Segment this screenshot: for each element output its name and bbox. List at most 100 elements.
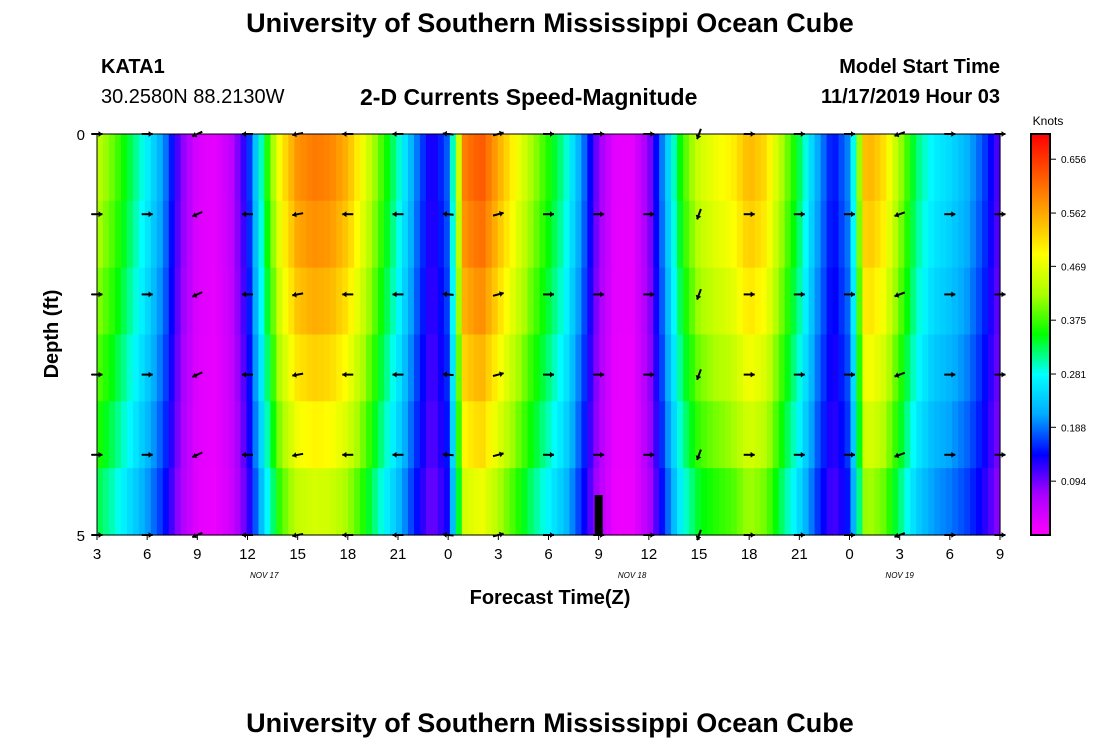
heatmap-cell [384, 401, 391, 469]
heatmap-cell [551, 334, 559, 402]
heatmap-cell [108, 401, 116, 469]
heatmap-cell [683, 267, 690, 336]
heatmap-cell [138, 200, 146, 269]
heatmap-cell [264, 401, 272, 469]
heatmap-cell [210, 401, 218, 469]
heatmap-cell [569, 334, 577, 402]
heatmap-cell [372, 267, 379, 336]
x-tick-label: 9 [193, 546, 201, 563]
heatmap-cell [952, 334, 959, 402]
heatmap-cell [778, 334, 786, 402]
heatmap-cell [431, 401, 439, 469]
current-vector-head [695, 214, 702, 220]
x-tick-label: 12 [640, 546, 657, 563]
heatmap-cell [150, 200, 158, 269]
heatmap-cell [318, 134, 325, 202]
heatmap-cell [892, 401, 899, 469]
heatmap-cell [390, 200, 397, 269]
heatmap-cell [252, 468, 260, 536]
heatmap-cell [294, 134, 301, 202]
current-vector-head [242, 451, 246, 458]
heatmap-cell [671, 468, 678, 536]
heatmap-cell [258, 401, 266, 469]
heatmap-cell [264, 200, 272, 269]
heatmap-cell [276, 134, 283, 202]
page-title: University of Southern Mississippi Ocean… [246, 8, 854, 38]
heatmap-cell [467, 401, 475, 469]
heatmap-cell [192, 267, 200, 336]
heatmap-cell [366, 200, 373, 269]
heatmap-cell [784, 267, 792, 336]
heatmap-cell [563, 468, 571, 536]
heatmap-cell [114, 267, 122, 336]
heatmap-cell [174, 134, 182, 202]
heatmap-cell [575, 200, 582, 269]
heatmap-cell [443, 334, 451, 402]
heatmap-cell [928, 200, 935, 269]
heatmap-cell [994, 401, 1001, 469]
heatmap-cell [605, 468, 612, 536]
heatmap-cell [138, 134, 146, 202]
heatmap-cell [378, 334, 385, 402]
heatmap-cell [282, 334, 289, 402]
heatmap-cell [838, 200, 846, 269]
heatmap-cell [168, 401, 176, 469]
heatmap-cell [192, 200, 200, 269]
heatmap-cell [623, 401, 630, 469]
heatmap-cell [928, 468, 935, 536]
model-start-label: Model Start Time [839, 56, 1000, 78]
heatmap-cell [802, 267, 810, 336]
heatmap-cell [204, 401, 212, 469]
date-label: NOV 18 [618, 571, 647, 580]
y-axis-label: Depth (ft) [41, 290, 63, 379]
heatmap-cell [354, 134, 361, 202]
heatmap-cell [724, 267, 732, 336]
heatmap-cell [712, 334, 720, 402]
heatmap-cell [916, 200, 923, 269]
axes: 3 6 9 12 15 18 21 0 3 6 9 12 15 18 21 0 3 6 9 NOV 17 NOV 18 N… [77, 127, 1005, 580]
heatmap-cell [641, 200, 648, 269]
current-vector-head [550, 371, 554, 378]
heatmap-cell [742, 267, 750, 336]
heatmap-cell [276, 200, 283, 269]
y-tick-label: 5 [77, 528, 85, 545]
heatmap-cell [342, 200, 349, 269]
current-vector-head [750, 291, 755, 298]
heatmap-cell [641, 401, 648, 469]
heatmap-cell [611, 401, 618, 469]
current-vector-head [392, 451, 397, 458]
heatmap-cell [407, 200, 415, 269]
heatmap-cell [102, 468, 110, 536]
heatmap-cell [605, 334, 612, 402]
heatmap-cell [455, 468, 463, 536]
heatmap-cell [461, 267, 469, 336]
heatmap-cell [126, 134, 134, 202]
heatmap-cell [904, 401, 911, 469]
heatmap-cell [599, 401, 606, 469]
heatmap-cell [581, 401, 588, 469]
heatmap-cell [354, 468, 361, 536]
heatmap-cell [623, 334, 630, 402]
heatmap-cell [916, 134, 923, 202]
heatmap-cell [539, 468, 547, 536]
heatmap-cell [455, 401, 463, 469]
heatmap-cell [689, 468, 696, 536]
heatmap-cell [814, 267, 822, 336]
current-vector-head [98, 291, 103, 298]
heatmap-cell [401, 200, 409, 269]
heatmap-cell [318, 468, 325, 536]
current-vector-head [851, 291, 855, 298]
heatmap-cell [120, 134, 128, 202]
heatmap-cell [407, 468, 415, 536]
heatmap-cell [922, 267, 929, 336]
heatmap-cell [294, 267, 301, 336]
heatmap-cell [724, 334, 732, 402]
heatmap-cell [994, 200, 1001, 269]
heatmap-cell [952, 134, 959, 202]
x-tick-label: 18 [741, 546, 758, 563]
heatmap-cell [503, 401, 511, 469]
heatmap-cell [168, 334, 176, 402]
heatmap-cell [976, 200, 983, 269]
station-coordinates: 30.2580N 88.2130W [101, 86, 285, 108]
heatmap-cell [102, 267, 110, 336]
